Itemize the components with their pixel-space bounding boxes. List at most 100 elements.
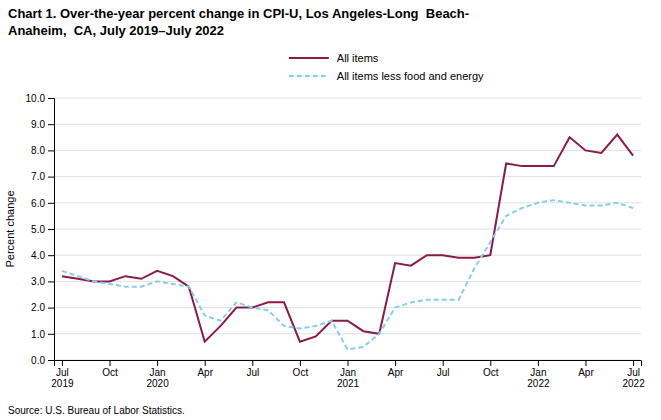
x-tick: Jul2022: [622, 360, 645, 389]
grid-line: [54, 229, 641, 230]
y-tick-label: 1.0: [31, 329, 45, 340]
x-tick-label-line: Jan: [530, 367, 546, 378]
x-tick-mark: [252, 360, 253, 366]
y-tick: 8.0: [31, 145, 54, 156]
legend-swatch: [289, 75, 329, 77]
x-tick-label-line: 2022: [527, 378, 550, 389]
y-tick-mark: [48, 334, 54, 335]
y-tick-mark: [48, 281, 54, 282]
grid-line: [54, 202, 641, 203]
y-tick-label: 10.0: [26, 93, 46, 104]
title-line: Chart 1. Over-the-year percent change in…: [8, 6, 469, 21]
y-tick: 6.0: [31, 198, 54, 209]
legend-label: All items: [337, 52, 379, 64]
y-tick-label: 8.0: [31, 145, 45, 156]
x-tick: Apr: [388, 360, 404, 378]
y-tick-mark: [48, 255, 54, 256]
x-tick-label-line: Jul: [56, 367, 69, 378]
x-tick-label: Oct: [102, 367, 118, 378]
series-line: [62, 135, 633, 342]
x-tick: Apr: [197, 360, 213, 378]
x-tick-mark: [395, 360, 396, 366]
grid-line: [54, 150, 641, 151]
grid: [54, 98, 641, 360]
y-tick-mark: [48, 229, 54, 230]
x-tick-mark: [443, 360, 444, 366]
x-tick-label: Jul: [437, 367, 450, 378]
x-tick-label-line: Jul: [246, 367, 259, 378]
y-tick: 1.0: [31, 329, 54, 340]
lines: [62, 135, 633, 350]
x-tick-label: Jan2021: [337, 367, 360, 389]
series-line: [62, 200, 633, 349]
x-tick-label-line: Jan: [340, 367, 356, 378]
x-tick-mark: [205, 360, 206, 366]
x-tick-label-line: Apr: [388, 367, 404, 378]
x-tick-mark: [490, 360, 491, 366]
x-tick-label-line: 2020: [146, 378, 169, 389]
x-tick-label: Apr: [388, 367, 404, 378]
grid-line: [54, 176, 641, 177]
x-tick-label-line: Oct: [102, 367, 118, 378]
y-tick-mark: [48, 98, 54, 99]
grid-line: [54, 124, 641, 125]
x-tick-label: Oct: [483, 367, 499, 378]
x-tick-label-line: Oct: [483, 367, 499, 378]
x-tick-label-line: Jul: [627, 367, 640, 378]
x-tick: Jan2021: [337, 360, 360, 389]
x-tick-mark: [585, 360, 586, 366]
grid-line: [54, 255, 641, 256]
y-tick-mark: [48, 150, 54, 151]
x-tick-mark: [300, 360, 301, 366]
chart: Chart 1. Over-the-year percent change in…: [0, 0, 661, 420]
y-tick-mark: [48, 360, 54, 361]
y-tick: 9.0: [31, 119, 54, 130]
y-tick-label: 9.0: [31, 119, 45, 130]
x-tick-label-line: Jul: [437, 367, 450, 378]
y-axis-title: Percent change: [4, 190, 16, 267]
legend: All itemsAll items less food and energy: [289, 52, 484, 82]
grid-line: [54, 307, 641, 308]
y-tick-label: 5.0: [31, 224, 45, 235]
y-tick-label: 0.0: [31, 355, 45, 366]
x-tick: Jul2019: [51, 360, 74, 389]
x-tick-label-line: 2019: [51, 378, 74, 389]
x-tick-label-line: 2022: [622, 378, 645, 389]
x-tick-label-line: 2021: [337, 378, 360, 389]
x-tick-mark: [538, 360, 539, 366]
y-tick: 2.0: [31, 302, 54, 313]
x-tick-mark: [110, 360, 111, 366]
legend-swatch: [289, 57, 329, 59]
x-tick-label: Oct: [293, 367, 309, 378]
grid-line: [54, 333, 641, 334]
y-tick: 0.0: [31, 355, 54, 366]
x-tick-label-line: Oct: [293, 367, 309, 378]
x-tick-label: Jul2019: [51, 367, 74, 389]
title-line: Anaheim, CA, July 2019–July 2022: [8, 23, 224, 38]
grid-line: [54, 98, 641, 99]
y-tick: 10.0: [26, 93, 54, 104]
x-tick: Oct: [102, 360, 118, 378]
x-tick-label: Jan2020: [146, 367, 169, 389]
y-tick-mark: [48, 203, 54, 204]
x-tick-label-line: Jan: [150, 367, 166, 378]
x-tick-label-line: Apr: [197, 367, 213, 378]
x-tick: Jan2022: [527, 360, 550, 389]
y-tick-mark: [48, 308, 54, 309]
x-tick: Oct: [293, 360, 309, 378]
y-tick: 4.0: [31, 250, 54, 261]
plot-area: 0.01.02.03.04.05.06.07.08.09.010.0Jul201…: [26, 93, 646, 389]
y-tick: 7.0: [31, 171, 54, 182]
y-tick: 5.0: [31, 224, 54, 235]
x-axis-line: [55, 361, 642, 367]
source: Source: U.S. Bureau of Labor Statistics.: [8, 405, 185, 416]
y-tick-label: 3.0: [31, 276, 45, 287]
y-tick-label: 4.0: [31, 250, 45, 261]
x-tick: Jul: [246, 360, 259, 378]
x-tick-mark: [62, 360, 63, 366]
y-tick-label: 6.0: [31, 198, 45, 209]
grid-line: [54, 281, 641, 282]
x-axis: Jul2019OctJan2020AprJulOctJan2021AprJulO…: [51, 360, 645, 389]
x-tick-label: Jul2022: [622, 367, 645, 389]
y-tick-label: 7.0: [31, 171, 45, 182]
